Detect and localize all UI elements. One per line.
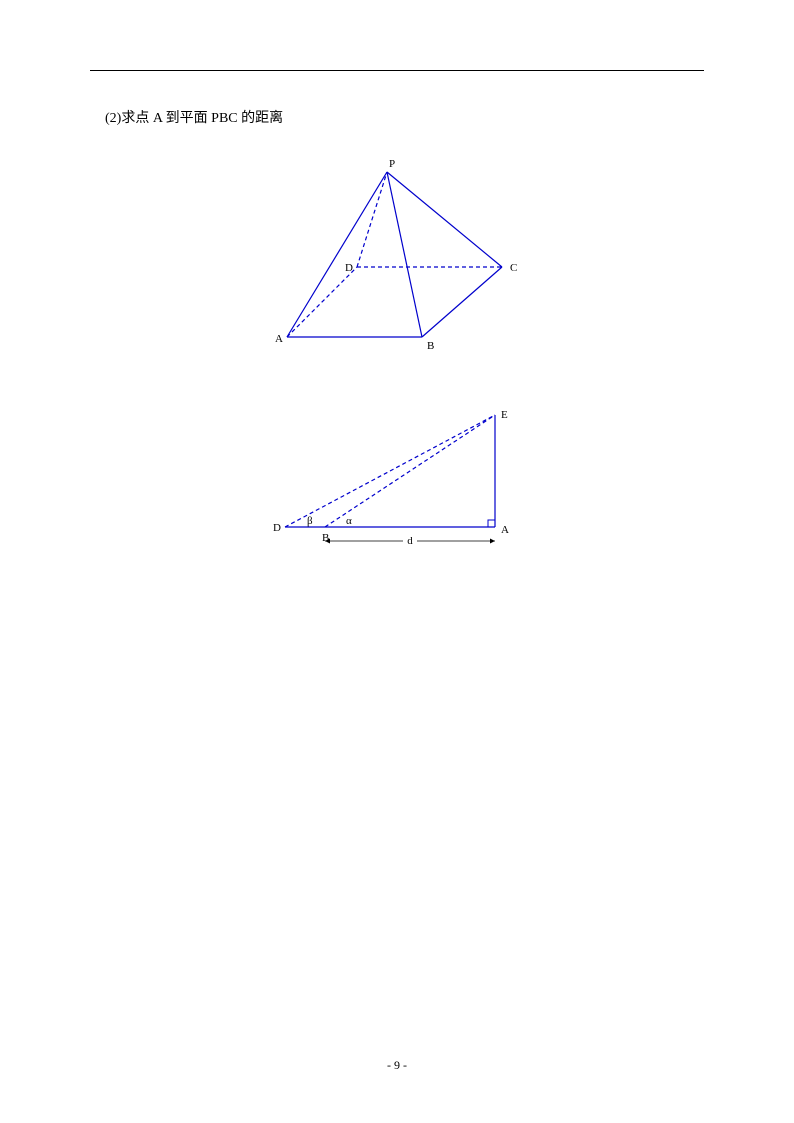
svg-text:B: B bbox=[427, 340, 434, 352]
svg-text:A: A bbox=[501, 524, 509, 536]
page-container: (2)求点 A 到平面 PBC 的距离 A B C D P β α D B A Ed - 9 - bbox=[0, 0, 794, 1123]
svg-text:P: P bbox=[389, 158, 395, 170]
svg-text:A: A bbox=[275, 333, 283, 345]
svg-text:β: β bbox=[307, 515, 313, 527]
pyramid-figure: A B C D P bbox=[267, 157, 527, 357]
svg-text:E: E bbox=[501, 409, 508, 421]
svg-text:D: D bbox=[273, 522, 281, 534]
svg-text:D: D bbox=[345, 262, 353, 274]
figure2-container: βαDBAEd bbox=[90, 397, 704, 567]
svg-text:α: α bbox=[346, 515, 352, 527]
problem-text: (2)求点 A 到平面 PBC 的距离 bbox=[105, 107, 704, 127]
svg-text:C: C bbox=[510, 262, 517, 274]
page-number: - 9 - bbox=[0, 1058, 794, 1073]
triangle-figure: βαDBAEd bbox=[267, 397, 527, 567]
top-rule bbox=[90, 70, 704, 71]
figure1-container: A B C D P bbox=[90, 157, 704, 357]
svg-text:d: d bbox=[407, 535, 413, 547]
